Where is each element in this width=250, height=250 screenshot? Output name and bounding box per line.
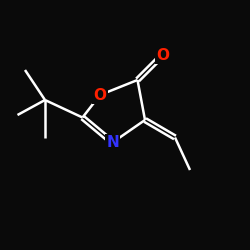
- Text: O: O: [94, 88, 106, 102]
- Text: O: O: [156, 48, 169, 62]
- Text: N: N: [106, 135, 119, 150]
